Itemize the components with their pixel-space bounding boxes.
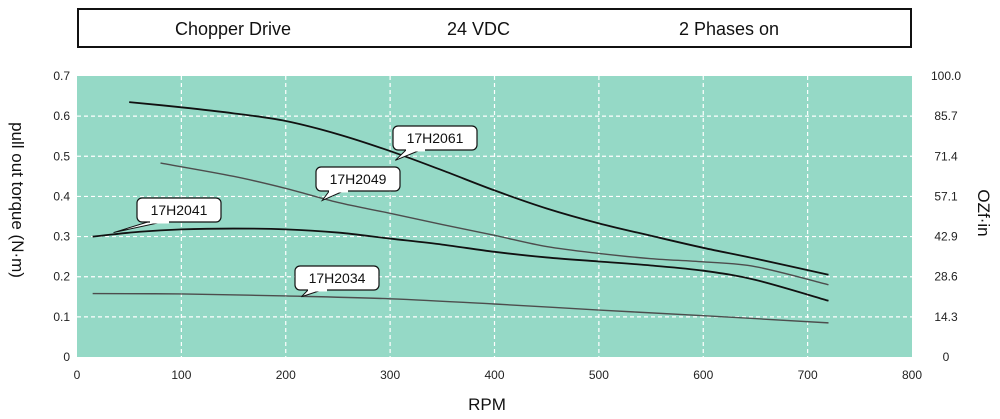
callout-label: 17H2041 [151, 202, 208, 218]
callout-17h2061: 17H2061 [392, 125, 478, 161]
x-tick-label: 0 [74, 368, 81, 382]
callout-label: 17H2061 [407, 130, 464, 146]
series-line-17h2061 [129, 101, 829, 276]
y2-tick-label: 42.9 [934, 230, 958, 244]
y2-tick-label: 100.0 [931, 69, 961, 83]
series-line-17h2049 [160, 162, 829, 286]
x-tick-label: 600 [693, 368, 713, 382]
y2-tick-label: 57.1 [934, 189, 958, 203]
phases-label: 2 Phases on [679, 19, 780, 39]
callout-joint [406, 147, 425, 152]
y2-tick-label: 28.6 [934, 270, 958, 284]
series-line-17h2041 [92, 227, 829, 302]
x-axis-title: RPM [468, 395, 506, 414]
y2-axis-title: OZf·in [974, 189, 993, 236]
x-tick-label: 800 [902, 368, 922, 382]
callout-joint [308, 287, 327, 292]
x-tick-label: 500 [589, 368, 609, 382]
callout-label: 17H2049 [330, 171, 387, 187]
callout-box [136, 197, 222, 223]
y-tick-label: 0.3 [53, 230, 70, 244]
callout-17h2041: 17H2041 [113, 197, 222, 234]
y2-tick-label: 0 [943, 350, 950, 364]
x-tick-label: 100 [171, 368, 191, 382]
y2-tick-label: 71.4 [934, 149, 958, 163]
callout-box [315, 166, 401, 192]
y-tick-label: 0.4 [53, 189, 70, 203]
tick-labels: 0 100 200 300 400 500 600 700 800 0 0.1 0.2 0.3 0.4 0.… [53, 69, 961, 382]
callout-joint [150, 219, 169, 224]
callout-17h2034: 17H2034 [294, 265, 380, 298]
y-tick-label: 0.5 [53, 149, 70, 163]
y2-tick-label: 85.7 [934, 109, 958, 123]
callout-box [294, 265, 380, 291]
x-tick-label: 200 [276, 368, 296, 382]
y-axis-title: pull out torque (N·m) [8, 122, 27, 278]
voltage-label: 24 VDC [447, 19, 511, 39]
series-layer [92, 101, 829, 324]
chart-header: Chopper Drive 24 VDC 2 Phases on [77, 8, 912, 48]
y-tick-label: 0 [63, 350, 70, 364]
drive-type-label: Chopper Drive [175, 19, 292, 39]
y-tick-label: 0.6 [53, 109, 70, 123]
callout-17h2049: 17H2049 [315, 166, 401, 202]
x-tick-label: 700 [798, 368, 818, 382]
x-tick-label: 400 [484, 368, 504, 382]
callout-label: 17H2034 [309, 270, 366, 286]
callout-layer: 17H2061 17H2049 17H2041 17H2034 [113, 125, 478, 298]
callout-joint [329, 188, 348, 193]
y-tick-label: 0.2 [53, 270, 70, 284]
x-tick-label: 300 [380, 368, 400, 382]
y-tick-label: 0.1 [53, 310, 70, 324]
y-tick-label: 0.7 [53, 69, 70, 83]
series-line-17h2034 [92, 292, 829, 324]
y2-tick-label: 14.3 [934, 310, 958, 324]
callout-box [392, 125, 478, 151]
